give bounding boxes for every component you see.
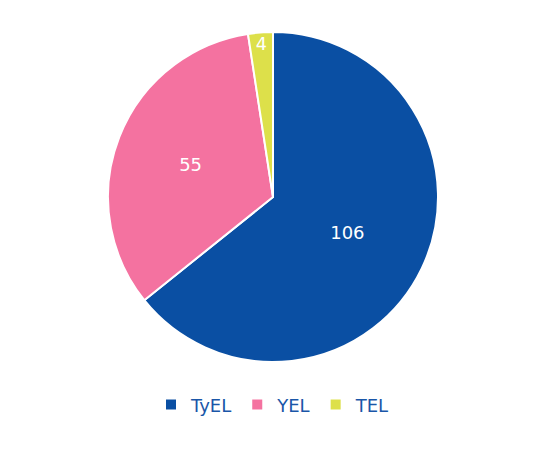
svg-text:YEL: YEL — [276, 395, 309, 416]
svg-text:4: 4 — [256, 34, 267, 54]
svg-text:55: 55 — [179, 154, 202, 175]
svg-text:106: 106 — [330, 222, 364, 243]
svg-text:TyEL: TyEL — [190, 395, 231, 416]
svg-text:TEL: TEL — [355, 395, 388, 416]
